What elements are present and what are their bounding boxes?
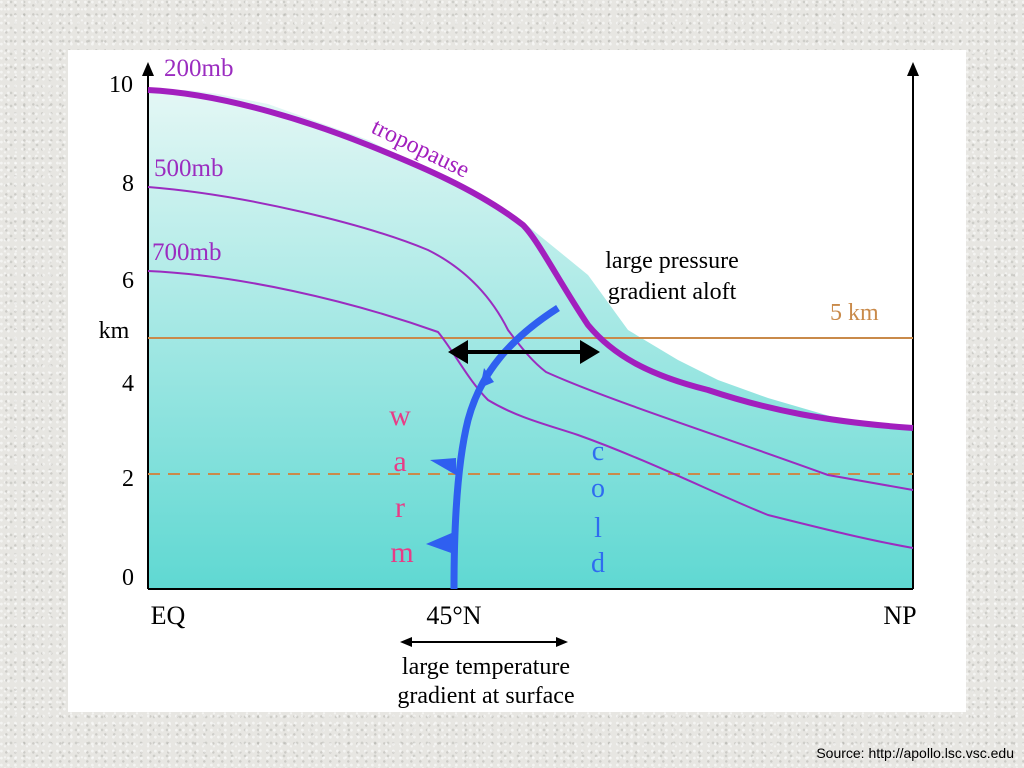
y-tick-4: 4: [122, 371, 134, 397]
y-tick-2: 2: [122, 466, 134, 492]
isobar-500mb: [147, 186, 914, 491]
y-tick-0: 0: [122, 565, 134, 591]
five-km-label: 5 km: [830, 300, 879, 326]
temperature-arrow-left-head: [400, 637, 412, 647]
pressure-arrow-right-head: [580, 340, 600, 364]
temperature-gradient-line2: gradient at surface: [397, 683, 574, 709]
cold-letter-l: l: [594, 513, 602, 544]
y-axis-arrowhead: [142, 62, 154, 76]
isobar-700mb: [147, 270, 914, 549]
x-label-np: NP: [883, 601, 916, 630]
label-500mb: 500mb: [154, 155, 223, 182]
tropopause-line: [147, 87, 914, 431]
pressure-arrow-left-head: [448, 340, 468, 364]
np-axis-arrowhead: [907, 62, 919, 76]
cold-letter-o: o: [591, 473, 605, 504]
x-label-eq: EQ: [151, 601, 186, 630]
warm-letter-w: w: [389, 399, 411, 432]
label-200mb: 200mb: [164, 55, 233, 82]
cold-letter-c: c: [592, 436, 604, 467]
label-700mb: 700mb: [152, 239, 221, 266]
front-line: [450, 305, 560, 590]
cold-letter-d: d: [591, 548, 605, 579]
temperature-arrow-right-head: [556, 637, 568, 647]
atmosphere-fill: [148, 90, 913, 589]
x-label-45n: 45°N: [426, 601, 481, 630]
y-tick-6: 6: [122, 268, 134, 294]
source-caption: Source: http://apollo.lsc.vsc.edu: [816, 745, 1014, 761]
front-barb-middle: [430, 458, 456, 475]
warm-letter-r: r: [395, 491, 405, 524]
pressure-gradient-line2: gradient aloft: [608, 279, 737, 305]
pressure-gradient-line1: large pressure: [605, 248, 739, 274]
slide-panel: 10 8 6 km 4 2 0 EQ 45°N NP 200mb 500mb 7…: [68, 50, 966, 712]
front-barb-top: [480, 368, 494, 388]
front-barb-bottom: [426, 532, 454, 554]
temperature-gradient-line1: large temperature: [402, 654, 570, 680]
warm-letter-a: a: [393, 445, 406, 478]
y-tick-8: 8: [122, 171, 134, 197]
y-unit-label: km: [99, 318, 130, 344]
warm-letter-m: m: [390, 536, 413, 569]
y-tick-10: 10: [109, 72, 133, 98]
cross-section-diagram: 10 8 6 km 4 2 0 EQ 45°N NP 200mb 500mb 7…: [99, 55, 919, 709]
